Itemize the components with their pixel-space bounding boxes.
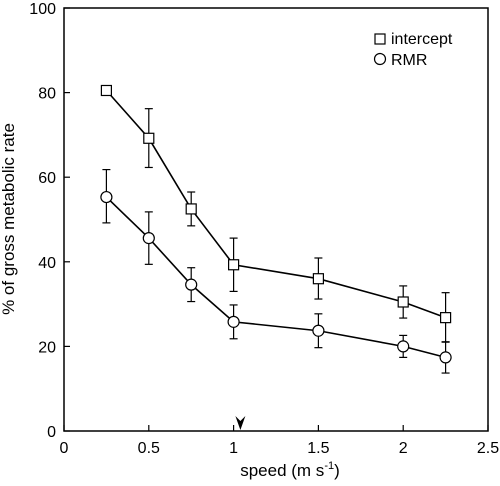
legend: intercept RMR (373, 31, 453, 69)
y-axis-title: % of gross metabolic rate (0, 123, 18, 315)
data-point-intercept (397, 296, 409, 308)
data-point-rmr (397, 340, 410, 353)
legend-marker-intercept (374, 33, 386, 45)
data-point-rmr (142, 232, 155, 245)
x-tick-label: 1.5 (307, 440, 329, 457)
x-axis: 0 0.5 1 1.5 2 2.5 (60, 425, 499, 457)
y-tick-label: 0 (47, 424, 56, 441)
speed-marker-arrow (235, 416, 246, 430)
y-tick-label: 100 (29, 1, 56, 18)
x-tick-label: 2.5 (477, 440, 499, 457)
plot-frame (63, 7, 489, 432)
data-point-intercept (100, 84, 113, 97)
data-point-rmr (227, 315, 240, 328)
legend-label-rmr: RMR (391, 52, 427, 69)
x-tick-label: 0 (60, 440, 69, 457)
legend-marker-rmr (373, 52, 387, 66)
series-layer (100, 84, 452, 374)
data-point-intercept (440, 312, 452, 324)
series-line-rmr (105, 196, 446, 359)
series-rmr (100, 168, 452, 374)
data-point-rmr (100, 190, 113, 204)
data-point-intercept (185, 203, 197, 215)
data-point-intercept (312, 273, 324, 285)
data-point-rmr (312, 324, 325, 337)
y-tick-label: 40 (38, 255, 56, 272)
series-intercept (100, 84, 452, 343)
x-axis-title: speed (m s-1) (240, 460, 340, 480)
data-point-intercept (228, 259, 240, 271)
y-tick-label: 20 (38, 339, 56, 356)
x-tick-label: 2 (399, 440, 408, 457)
y-tick-label: 60 (38, 170, 56, 187)
annotation-layer (235, 416, 246, 430)
legend-label-intercept: intercept (391, 31, 453, 48)
data-point-rmr (185, 278, 198, 291)
data-point-rmr (439, 351, 452, 364)
series-line-intercept (105, 89, 446, 319)
y-tick-label: 80 (38, 86, 56, 103)
data-point-intercept (143, 132, 155, 144)
x-tick-label: 1 (229, 440, 238, 457)
y-axis: 0 20 40 60 80 100 (29, 1, 70, 441)
x-tick-label: 0.5 (138, 440, 160, 457)
